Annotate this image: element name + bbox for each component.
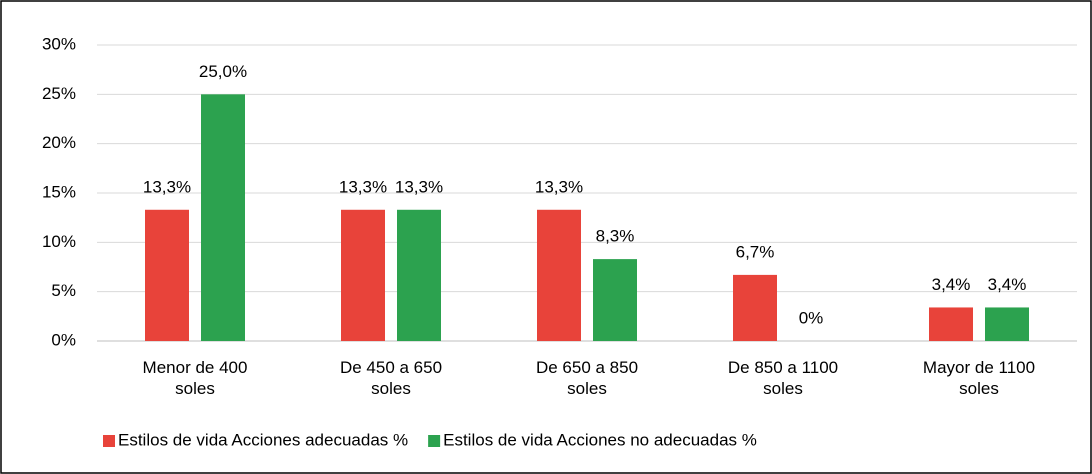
y-tick-label: 30% [42, 34, 76, 53]
bar [145, 209, 189, 341]
bar [593, 259, 637, 341]
bar [985, 307, 1029, 341]
bar [929, 307, 973, 341]
data-label: 3,4% [988, 275, 1027, 294]
data-label: 6,7% [736, 242, 775, 261]
x-tick-label: Menor de 400 soles [142, 358, 248, 398]
data-label: 13,3% [339, 177, 387, 196]
bar [341, 209, 385, 341]
y-tick-label: 15% [42, 182, 76, 201]
legend-swatch [428, 435, 441, 447]
data-label: 13,3% [535, 177, 583, 196]
bar [537, 209, 581, 341]
bar [201, 94, 245, 341]
legend-label: Estilos de vida Acciones adecuadas % [118, 430, 408, 449]
y-tick-label: 10% [42, 232, 76, 251]
data-label: 13,3% [395, 177, 443, 196]
legend-swatch [103, 435, 115, 447]
bar [397, 209, 441, 341]
x-tick-label: Mayor de 1100 soles [922, 358, 1036, 398]
data-label: 13,3% [143, 177, 191, 196]
x-tick-label: De 650 a 850 soles [535, 358, 639, 398]
bar [733, 274, 777, 341]
y-tick-label: 20% [42, 133, 76, 152]
y-tick-label: 5% [51, 281, 76, 300]
data-label: 8,3% [596, 227, 635, 246]
x-tick-label: De 850 a 1100 soles [727, 358, 839, 398]
legend-label: Estilos de vida Acciones no adecuadas % [443, 430, 757, 449]
y-tick-label: 0% [51, 330, 76, 349]
x-tick-label: De 450 a 650 soles [339, 358, 443, 398]
data-label: 25,0% [199, 62, 247, 81]
data-label: 0% [799, 308, 824, 327]
data-label: 3,4% [932, 275, 971, 294]
y-tick-label: 25% [42, 84, 76, 103]
